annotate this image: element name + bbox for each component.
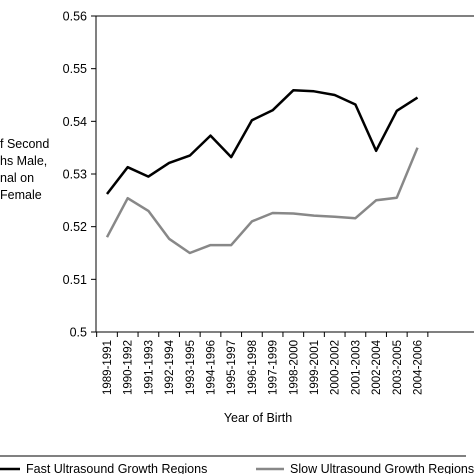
x-tick-label: 2002-2004 bbox=[371, 339, 383, 395]
x-tick-label: 1997-1999 bbox=[268, 340, 280, 395]
x-tick-label: 1991-1993 bbox=[143, 340, 155, 395]
y-tick-label: 0.53 bbox=[63, 168, 87, 182]
y-axis-title-line: nal on bbox=[0, 171, 34, 185]
series-line-fast bbox=[106, 89, 419, 195]
y-tick-label: 0.55 bbox=[63, 62, 87, 76]
x-tick-label: 1995-1997 bbox=[226, 340, 238, 395]
legend-label-slow: Slow Ultrasound Growth Regions bbox=[290, 462, 474, 474]
y-axis-title-line: hs Male, bbox=[0, 154, 47, 168]
x-tick-label: 1996-1998 bbox=[247, 340, 259, 395]
y-axis: 0.5 0.51 0.52 0.53 0.54 0.55 0.56 bbox=[63, 10, 96, 340]
x-tick-label: 2001-2003 bbox=[350, 340, 362, 395]
x-tick-label: 1994-1996 bbox=[206, 340, 218, 395]
x-axis-title: Year of Birth bbox=[224, 411, 292, 425]
y-axis-title-line: f Second bbox=[0, 137, 49, 151]
y-tick-label: 0.56 bbox=[63, 10, 87, 24]
x-tick-label: 1993-1995 bbox=[185, 340, 197, 395]
x-tick-label: 2003-2005 bbox=[392, 340, 404, 395]
legend-label-fast: Fast Ultrasound Growth Regions bbox=[26, 462, 207, 474]
y-axis-title-line: Female bbox=[0, 188, 42, 202]
x-tick-label: 1992-1994 bbox=[164, 339, 176, 395]
y-tick-label: 0.54 bbox=[63, 115, 87, 129]
x-tick-label: 1989-1991 bbox=[102, 340, 114, 395]
y-tick-label: 0.51 bbox=[63, 273, 87, 287]
series-line-slow bbox=[105, 147, 419, 255]
x-tick-label: 2004-2006 bbox=[413, 340, 425, 395]
x-tick-label: 1990-1992 bbox=[123, 340, 135, 395]
legend: Fast Ultrasound Growth Regions Slow Ultr… bbox=[0, 462, 474, 474]
y-tick-label: 0.5 bbox=[70, 326, 87, 340]
x-axis: 1989-1991 1990-1992 1991-1993 1992-1994 1993… bbox=[96, 332, 429, 395]
y-tick-label: 0.52 bbox=[63, 220, 87, 234]
x-tick-label: 1998-2000 bbox=[288, 340, 300, 395]
x-tick-label: 2000-2002 bbox=[330, 340, 342, 395]
series-layer bbox=[105, 89, 419, 255]
x-tick-label: 1999-2001 bbox=[309, 340, 321, 395]
y-axis-title: f Second hs Male, nal on Female bbox=[0, 137, 49, 202]
